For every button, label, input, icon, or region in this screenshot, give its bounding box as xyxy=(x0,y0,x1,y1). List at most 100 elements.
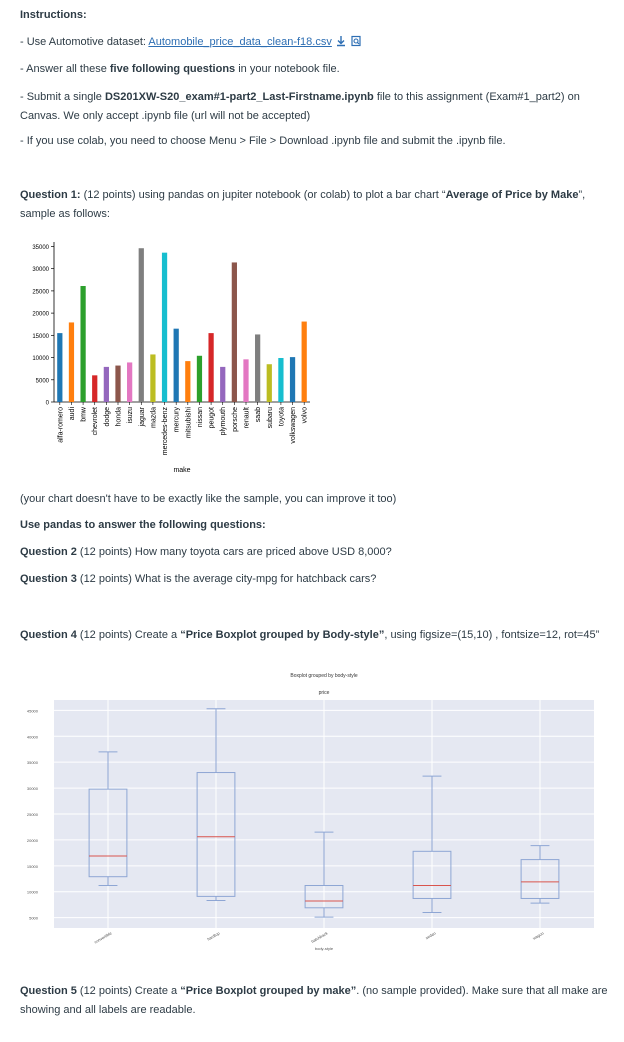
dataset-link[interactable]: Automobile_price_data_clean-f18.csv xyxy=(148,36,332,48)
x-tick-label-mazda: mazda xyxy=(150,407,157,428)
x-axis-title: make xyxy=(173,467,190,474)
y-tick-label: 5000 xyxy=(29,916,39,921)
bar-subaru xyxy=(266,364,272,402)
x-tick-label-porsche: porsche xyxy=(232,407,239,432)
box-hardtop xyxy=(196,772,236,897)
x-tick-label-honda: honda xyxy=(116,407,123,427)
x-tick-label-subaru: subaru xyxy=(267,407,274,429)
question-4-bold: “Price Boxplot grouped by Body-style” xyxy=(180,629,385,641)
question-4-suffix: , using figsize=(15,10) , fontsize=12, r… xyxy=(384,629,600,641)
question-5: Question 5 (12 points) Create a “Price B… xyxy=(20,982,616,1020)
x-tick-label-mercury: mercury xyxy=(174,407,181,433)
x-axis-title: body-style xyxy=(315,946,334,951)
y-tick-label: 20000 xyxy=(27,838,39,843)
x-tick-label-chevrolet: chevrolet xyxy=(92,407,99,435)
bar-peugot xyxy=(208,333,214,402)
question-1-label: Question 1: xyxy=(20,189,81,201)
pandas-instruction: Use pandas to answer the following quest… xyxy=(20,519,266,531)
x-tick-label-volvo: volvo xyxy=(302,407,309,423)
bar-mercury xyxy=(173,328,179,402)
y-tick-label: 20000 xyxy=(32,312,49,318)
bar-renault xyxy=(243,359,249,402)
x-tick-label-audi: audi xyxy=(69,407,76,421)
question-4: Question 4 (12 points) Create a “Price B… xyxy=(20,626,616,645)
bar-mitsubishi xyxy=(185,361,191,402)
question-3-text: (12 points) What is the average city-mpg… xyxy=(76,573,377,585)
y-tick-label: 0 xyxy=(46,401,50,407)
x-tick-label-nissan: nissan xyxy=(197,407,204,427)
y-tick-label: 35000 xyxy=(32,245,49,251)
question-5-bold: “Price Boxplot grouped by make” xyxy=(180,985,357,997)
submit-filename: DS201XW-S20_exam#1-part2_Last-Firstname.… xyxy=(104,91,374,103)
x-tick-label-renault: renault xyxy=(244,407,251,428)
bar-mazda xyxy=(150,354,156,402)
x-tick-label-toyota: toyota xyxy=(278,407,285,426)
answer-bold: five following questions xyxy=(109,63,236,75)
bar-dodge xyxy=(103,366,109,402)
y-tick-label: 25000 xyxy=(32,289,49,295)
y-tick-label: 10000 xyxy=(27,890,39,895)
x-tick-label-jaguar: jaguar xyxy=(139,406,146,427)
bar-chart-average-price-by-make: 0 5000 10000 15000 20000 25000 30000 35000 alfa-… xyxy=(32,242,310,474)
y-tick-label: 30000 xyxy=(32,267,49,273)
x-tick-label-saab: saab xyxy=(255,407,262,422)
bar-porsche xyxy=(231,262,237,402)
question-2-text: (12 points) How many toyota cars are pri… xyxy=(76,546,392,558)
y-tick-label: 25000 xyxy=(27,812,39,817)
y-tick-label: 45000 xyxy=(27,708,39,713)
boxplot-subtitle: price xyxy=(319,690,330,696)
y-tick-label: 30000 xyxy=(27,786,39,791)
preview-icon[interactable] xyxy=(350,35,362,47)
bar-mercedes-benz xyxy=(161,252,168,402)
question-1-bold: Average of Price by Make xyxy=(445,189,579,201)
bar-plymouth xyxy=(220,366,226,402)
instruction-line-dataset: - Use Automotive dataset: Automobile_pri… xyxy=(20,33,616,52)
x-tick-label-mercedes-benz: mercedes-benz xyxy=(162,407,169,456)
bar-chevrolet xyxy=(92,375,98,402)
bar-audi xyxy=(68,322,75,402)
x-tick-label-alfa-romero: alfa-romero xyxy=(57,407,64,443)
question-1-suffix: ”, sample as follows: xyxy=(20,189,586,220)
x-tick-label-wagon: wagon xyxy=(532,931,545,941)
x-tick-label-convertible: convertible xyxy=(93,930,113,944)
bar-volkswagen xyxy=(289,357,296,402)
chart-note: (your chart doesn't have to be exactly l… xyxy=(20,493,397,505)
box-wagon xyxy=(520,859,560,899)
instructions-heading: Instructions: xyxy=(20,9,87,21)
question-5-text: (12 points) Create a xyxy=(76,985,181,997)
question-5-label: Question 5 xyxy=(20,985,77,997)
y-tick-label: 15000 xyxy=(32,334,49,340)
x-tick-label-volkswagen: volkswagen xyxy=(290,407,297,444)
x-tick-label-dodge: dodge xyxy=(104,407,111,427)
bar-alfa-romero xyxy=(57,333,63,402)
y-tick-label: 10000 xyxy=(32,356,49,362)
submit-suffix: file to this assignment (Exam#1_part2) o… xyxy=(20,91,580,122)
bar-bmw xyxy=(80,286,86,402)
boxplot-title: Boxplot grouped by body-style xyxy=(290,673,357,679)
bar-nissan xyxy=(196,355,203,402)
x-tick-label-hatchback: hatchback xyxy=(310,931,328,944)
instruction-line-answer: - Answer all these five following questi… xyxy=(20,60,616,79)
bar-honda xyxy=(115,365,121,402)
question-4-text: (12 points) Create a xyxy=(76,629,181,641)
answer-suffix: in your notebook file. xyxy=(235,63,340,75)
dataset-prefix: - Use Automotive dataset: xyxy=(20,36,149,48)
x-tick-label-hardtop: hardtop xyxy=(206,930,221,942)
box-convertible xyxy=(88,788,128,878)
x-tick-label-plymouth: plymouth xyxy=(220,407,227,436)
question-2-label: Question 2 xyxy=(20,546,77,558)
bar-volvo xyxy=(301,321,307,402)
y-tick-label: 35000 xyxy=(27,760,39,765)
question-3-label: Question 3 xyxy=(20,573,77,585)
bar-toyota xyxy=(278,358,284,402)
x-tick-label-mitsubishi: mitsubishi xyxy=(185,407,192,439)
boxplot-price-by-body-style: Boxplot grouped by body-style price 5000 10… xyxy=(27,673,594,951)
instruction-line-submit: - Submit a single DS201XW-S20_exam#1-par… xyxy=(20,88,616,126)
x-tick-label-sedan: sedan xyxy=(425,931,437,941)
instruction-line-colab: - If you use colab, you need to choose M… xyxy=(20,135,506,147)
bar-jaguar xyxy=(138,248,144,402)
question-5-suffix: . (no sample provided). Make sure that a… xyxy=(20,985,608,1016)
y-tick-label: 40000 xyxy=(27,734,39,739)
download-icon[interactable] xyxy=(335,35,347,47)
